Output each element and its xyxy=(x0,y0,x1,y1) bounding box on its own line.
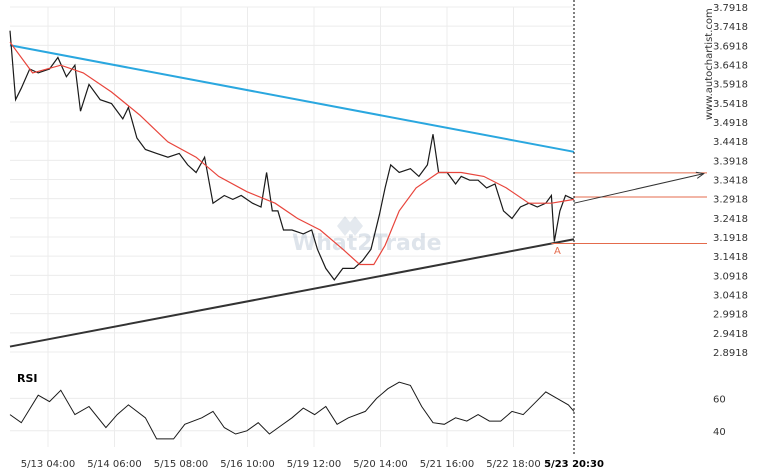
time-tick-label: 5/22 18:00 xyxy=(486,459,540,470)
time-tick-label: 5/21 16:00 xyxy=(420,459,474,470)
price-tick-label: 2.9918 xyxy=(713,310,748,321)
watermark-logo-shape-1 xyxy=(337,216,353,236)
resistance-line xyxy=(9,44,575,153)
price-tick-label: 3.6918 xyxy=(713,41,748,52)
price-tick-label: 3.7918 xyxy=(713,3,748,14)
price-tick-label: 3.0918 xyxy=(713,271,748,282)
price-tick-label: 3.2418 xyxy=(713,214,748,225)
credit-text: www.autochartist.com xyxy=(704,8,715,120)
forecast-arrow-line xyxy=(573,173,704,204)
price-tick-label: 3.3918 xyxy=(713,156,748,167)
price-tick-label: 3.0418 xyxy=(713,291,748,302)
forecast-arrow-head xyxy=(695,171,705,179)
pattern-lines xyxy=(9,44,575,348)
moving-average-line xyxy=(9,41,575,266)
time-tick-label: 5/20 14:00 xyxy=(353,459,407,470)
price-series-line xyxy=(9,30,575,281)
time-tick-label: 5/19 12:00 xyxy=(287,459,341,470)
rsi-tick-label: 60 xyxy=(713,394,726,405)
price-tick-label: 3.1418 xyxy=(713,252,748,263)
price-tick-label: 3.5918 xyxy=(713,80,748,91)
price-series-group xyxy=(9,30,575,440)
time-tick-label: 5/15 08:00 xyxy=(154,459,208,470)
time-tick-label: 5/14 06:00 xyxy=(87,459,141,470)
rsi-line xyxy=(9,381,575,440)
price-tick-label: 3.7418 xyxy=(713,22,748,33)
price-tick-label: 3.4418 xyxy=(713,137,748,148)
rsi-title: RSI xyxy=(17,372,38,385)
time-axis: 5/13 04:00 5/14 06:00 5/15 08:00 5/16 10:00… xyxy=(21,459,604,470)
support-line xyxy=(9,238,575,348)
time-tick-label: 5/13 04:00 xyxy=(21,459,75,470)
price-tick-label: 3.1918 xyxy=(713,233,748,244)
watermark-logo xyxy=(337,216,363,236)
price-tick-label: 3.4918 xyxy=(713,118,748,129)
point-marker-a: A xyxy=(554,246,561,257)
price-levels xyxy=(551,171,707,244)
watermark-logo-shape-2 xyxy=(347,216,363,236)
price-tick-label: 2.8918 xyxy=(713,348,748,359)
price-tick-label: 3.6418 xyxy=(713,61,748,72)
price-tick-label: 3.2918 xyxy=(713,195,748,206)
price-gridlines xyxy=(10,6,574,432)
price-tick-label: 3.5418 xyxy=(713,99,748,110)
rsi-axis: 60 40 xyxy=(713,394,726,437)
rsi-tick-label: 40 xyxy=(713,427,726,438)
time-tick-label: 5/16 10:00 xyxy=(220,459,274,470)
price-axis: 3.7918 3.7418 3.6918 3.6418 3.5918 3.5418 3.49… xyxy=(713,3,748,359)
time-tick-label: 5/23 20:30 xyxy=(544,459,604,470)
watermark-text: What2Trade xyxy=(292,231,442,256)
time-gridlines xyxy=(47,7,514,447)
price-tick-label: 2.9418 xyxy=(713,329,748,340)
price-tick-label: 3.3418 xyxy=(713,176,748,187)
